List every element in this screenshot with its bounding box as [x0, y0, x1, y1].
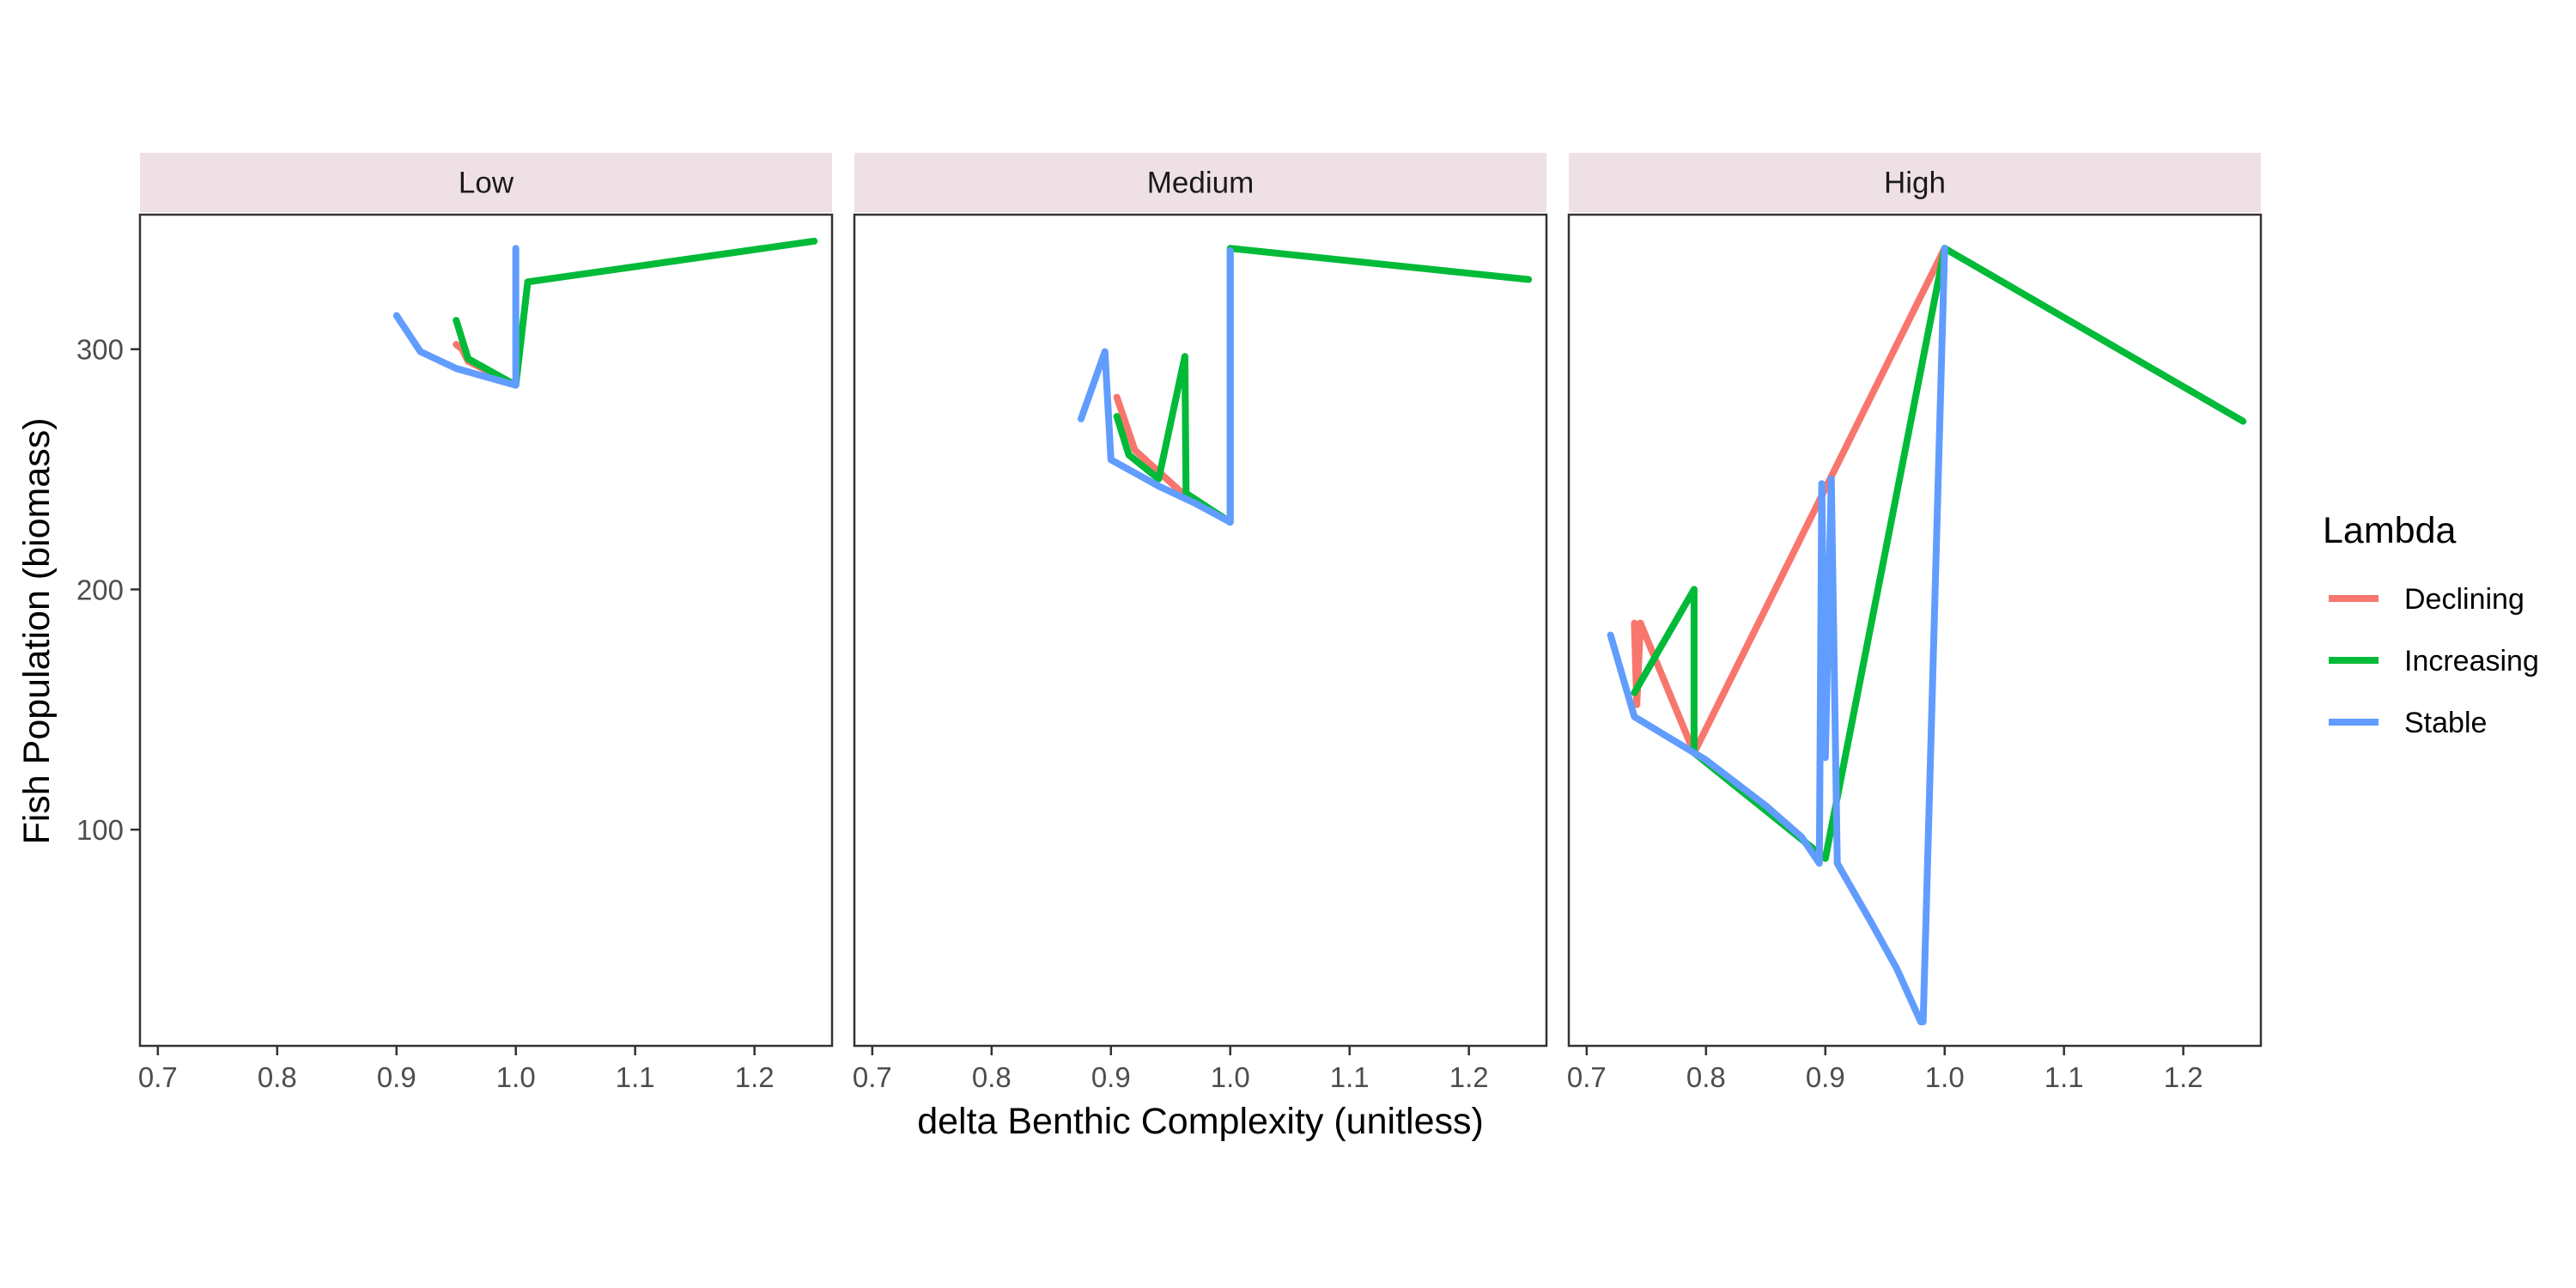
x-tick-label: 1.1 — [2044, 1061, 2084, 1093]
legend-label: Declining — [2404, 583, 2524, 616]
panel-medium: Medium 0.7 0.8 0.9 1.0 1.1 1.2 — [853, 153, 1548, 1093]
series-line-increasing — [1113, 245, 1533, 526]
x-tick-label: 0.9 — [1091, 1061, 1131, 1093]
series-line-stable — [392, 245, 519, 389]
facet-strip — [140, 153, 832, 212]
legend-title: Lambda — [2323, 510, 2456, 551]
y-tick-label: 100 — [76, 814, 124, 846]
x-tick-label: 1.1 — [616, 1061, 655, 1093]
x-tick-label: 0.8 — [1686, 1061, 1726, 1093]
series-line-stable — [1607, 245, 1948, 1025]
x-tick-label: 0.9 — [377, 1061, 416, 1093]
panel-frame — [138, 213, 834, 1048]
series-group — [392, 237, 818, 389]
facet-strip-label: Medium — [1147, 167, 1254, 200]
x-tick-label: 0.7 — [138, 1061, 178, 1093]
panel-low: Low 0.7 0.8 0.9 1.0 1.1 1.2 100 200 300 — [76, 153, 834, 1093]
x-tick-label: 0.7 — [1567, 1061, 1607, 1093]
legend-label: Increasing — [2404, 645, 2539, 677]
legend-entry-increasing: Increasing — [2329, 645, 2539, 677]
panels: Low 0.7 0.8 0.9 1.0 1.1 1.2 100 200 300 Medium 0.7 0… — [76, 153, 2263, 1093]
y-axis-title: Fish Population (biomass) — [16, 417, 58, 844]
legend-entry-stable: Stable — [2329, 707, 2487, 739]
x-tick-label: 1.2 — [735, 1061, 775, 1093]
panel-frame — [1567, 213, 2263, 1048]
y-tick-label: 300 — [76, 334, 124, 366]
panel-high: High 0.7 0.8 0.9 1.0 1.1 1.2 — [1567, 153, 2263, 1093]
series-group — [1607, 245, 2247, 1025]
series-line-increasing — [453, 237, 818, 389]
legend-entry-declining: Declining — [2329, 583, 2524, 616]
facet-strip — [854, 153, 1546, 212]
x-tick-label: 1.0 — [496, 1061, 536, 1093]
x-tick-label: 1.0 — [1925, 1061, 1965, 1093]
legend: Lambda Declining Increasing Stable — [2323, 510, 2539, 739]
x-tick-label: 0.7 — [853, 1061, 892, 1093]
x-tick-label: 1.2 — [2164, 1061, 2203, 1093]
facet-strip — [1569, 153, 2261, 212]
y-tick-label: 200 — [76, 574, 124, 605]
x-tick-label: 1.2 — [1449, 1061, 1489, 1093]
x-tick-label: 1.0 — [1211, 1061, 1250, 1093]
x-tick-label: 0.8 — [258, 1061, 297, 1093]
series-group — [1078, 245, 1533, 526]
x-axis-title: delta Benthic Complexity (unitless) — [917, 1101, 1484, 1142]
x-tick-label: 0.9 — [1806, 1061, 1845, 1093]
panel-frame — [853, 213, 1548, 1048]
facet-strip-label: High — [1884, 167, 1946, 200]
x-tick-label: 1.1 — [1330, 1061, 1370, 1093]
series-line-declining — [1631, 245, 1948, 756]
x-tick-label: 0.8 — [972, 1061, 1012, 1093]
series-line-stable — [1078, 247, 1234, 526]
facet-strip-label: Low — [459, 167, 514, 200]
legend-label: Stable — [2404, 707, 2487, 739]
